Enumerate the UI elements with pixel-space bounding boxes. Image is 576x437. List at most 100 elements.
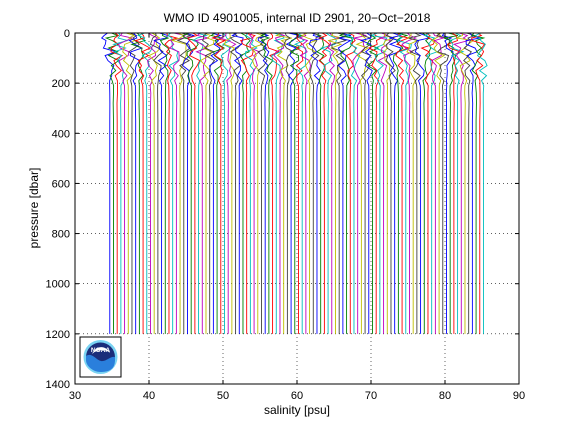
profile-line — [382, 32, 397, 334]
profile-line — [471, 32, 486, 334]
profile-line — [406, 32, 419, 334]
profile-line — [110, 32, 124, 334]
profile-line — [100, 32, 118, 334]
y-tick-label: 0 — [64, 28, 70, 40]
x-tick-label: 80 — [439, 390, 451, 402]
profile-line — [149, 32, 164, 334]
profile-line — [366, 32, 380, 334]
y-axis-label: pressure [dbar] — [27, 168, 41, 249]
profile-line — [401, 32, 418, 334]
profile-line — [395, 32, 411, 334]
profile-line — [338, 32, 353, 334]
profile-line — [300, 32, 317, 334]
profile-line — [318, 32, 331, 334]
logo-text: NOAA — [91, 347, 110, 354]
profile-line — [327, 32, 341, 334]
profile-line — [194, 32, 209, 334]
profile-line — [430, 32, 446, 334]
profile-line — [471, 32, 486, 334]
profile-line — [257, 32, 270, 334]
profile-line — [128, 32, 144, 334]
profile-line — [309, 32, 322, 334]
profile-line — [288, 32, 304, 334]
profile-line — [360, 32, 372, 334]
profile-line — [337, 32, 352, 334]
profile-line — [465, 32, 480, 334]
profile-line — [271, 32, 285, 334]
profile-line — [298, 32, 311, 334]
profile-line — [359, 32, 373, 334]
profile-line — [392, 32, 409, 334]
x-tick-label: 60 — [291, 390, 303, 402]
logo-bird — [92, 347, 110, 354]
profile-line — [316, 32, 326, 334]
x-tick-label: 90 — [513, 390, 525, 402]
profile-line — [210, 32, 226, 334]
profile-line — [153, 32, 169, 334]
profile-line — [122, 32, 137, 334]
profile-line — [266, 32, 281, 334]
profile-line — [345, 32, 357, 334]
y-tick-label: 1400 — [46, 379, 70, 391]
profile-line — [249, 32, 261, 334]
profile-line — [455, 32, 475, 334]
profile-line — [164, 32, 179, 334]
profile-line — [117, 32, 134, 334]
profile-line — [446, 32, 461, 334]
profile-line — [136, 32, 153, 334]
chart-title: WMO ID 4901005, internal ID 2901, 20−Oct… — [164, 11, 431, 25]
profile-line — [239, 32, 251, 334]
x-tick-label: 30 — [69, 390, 81, 402]
profile-line — [223, 32, 236, 334]
y-tick-label: 800 — [52, 229, 70, 241]
profile-line — [453, 32, 470, 334]
profile-line — [283, 32, 295, 334]
profile-line — [352, 32, 367, 334]
profile-line — [463, 32, 477, 334]
profile-line — [186, 32, 201, 334]
profile-line — [112, 32, 130, 334]
profile-line — [250, 32, 265, 334]
x-axis: 30 40 50 60 70 80 90 — [69, 33, 525, 402]
profile-line — [176, 32, 192, 334]
profile-line — [199, 32, 215, 334]
profile-line — [220, 32, 232, 334]
profile-line — [211, 32, 227, 334]
x-tick-label: 50 — [217, 390, 229, 402]
profile-line — [148, 32, 161, 334]
y-axis: 0 200 400 600 800 1000 1200 1400 — [46, 28, 519, 391]
profile-line — [367, 32, 383, 334]
profile-line — [274, 32, 292, 334]
profile-line — [408, 32, 422, 334]
profile-line — [388, 32, 403, 334]
profiles — [100, 32, 488, 334]
profile-line — [474, 32, 488, 334]
y-tick-label: 200 — [52, 78, 70, 90]
profile-line — [244, 32, 258, 334]
x-axis-label: salinity [psu] — [264, 403, 330, 417]
profile-line — [260, 32, 274, 334]
profile-line — [159, 32, 171, 334]
profile-line — [443, 32, 459, 334]
profile-line — [331, 32, 349, 334]
profile-line — [170, 32, 187, 334]
profile-line — [431, 32, 446, 334]
grid — [75, 33, 519, 384]
profile-line — [441, 32, 454, 334]
profile-line — [168, 32, 186, 334]
profile-line — [308, 32, 325, 334]
profile-line — [449, 32, 465, 334]
profile-line — [345, 32, 361, 334]
noaa-logo: NOAA — [79, 336, 122, 378]
y-tick-label: 400 — [52, 128, 70, 140]
profile-line — [202, 32, 216, 334]
profile-line — [134, 32, 151, 334]
profile-line — [147, 32, 159, 334]
profile-line — [229, 32, 242, 334]
profile-line — [240, 32, 256, 334]
x-tick-label: 70 — [365, 390, 377, 402]
x-tick-label: 40 — [143, 390, 155, 402]
logo-wave — [86, 354, 115, 372]
